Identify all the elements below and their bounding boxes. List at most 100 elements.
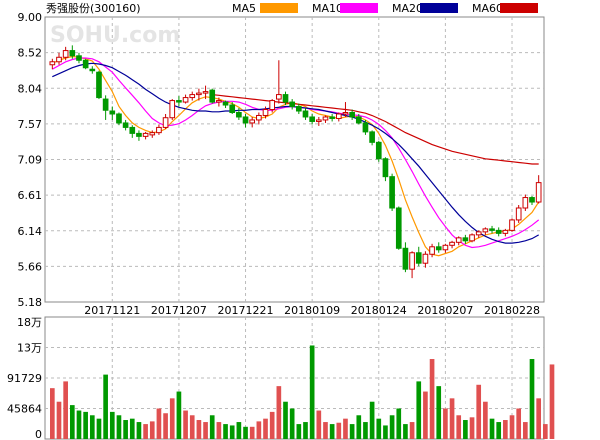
volume-bar [383, 425, 388, 439]
volume-bar [549, 364, 555, 439]
candle-body [382, 158, 389, 178]
sohu-watermark: SOHU.com [50, 23, 180, 48]
volume-bar [423, 391, 428, 439]
volume-bar [209, 415, 215, 439]
candle-body [169, 100, 176, 119]
legend-label-ma10: MA10 [312, 2, 343, 15]
volume-bar [336, 422, 342, 439]
candle [89, 66, 96, 74]
volume-bar [416, 381, 422, 439]
candle-body [422, 253, 429, 264]
candle [469, 233, 475, 243]
candle-body [149, 132, 156, 136]
candle [415, 246, 422, 267]
volume-bar [449, 398, 455, 439]
candle-body [409, 252, 415, 270]
candle-body [202, 91, 209, 94]
volume-bar [149, 421, 155, 439]
volume-bars [49, 345, 555, 439]
volume-bar [369, 401, 375, 439]
candle-body [362, 122, 369, 133]
volume-bar [283, 401, 288, 439]
candle [335, 112, 342, 122]
ma-line-ma5 [52, 55, 540, 257]
candle-body [216, 100, 222, 103]
price-tick-label: 5.66 [18, 260, 43, 273]
volume-bar [289, 408, 295, 439]
price-tick-label: 6.14 [18, 225, 43, 238]
candle [482, 227, 489, 235]
volume-bar [429, 359, 435, 439]
candle [222, 100, 229, 109]
candle [355, 113, 362, 125]
volume-bar [403, 424, 408, 439]
date-axis-labels: 20171121 20171207 20171221 20180109 20180124… [84, 304, 540, 317]
candle [256, 112, 262, 125]
candle-body [102, 98, 109, 111]
candle [189, 91, 196, 101]
candle [529, 196, 535, 206]
candle-body [276, 94, 282, 100]
candle-body [515, 207, 522, 221]
volume-bar [156, 408, 162, 439]
volume-bar [436, 386, 442, 439]
candle [236, 108, 242, 120]
volume-bar [89, 415, 95, 439]
ma-line-ma10 [52, 57, 540, 249]
volume-bar [469, 417, 475, 439]
volume-bar [69, 405, 75, 439]
candle [62, 46, 69, 61]
candle [202, 85, 209, 100]
candle [349, 109, 355, 120]
volume-bar [489, 418, 495, 439]
volume-bar [236, 422, 242, 439]
candle-body [89, 68, 96, 72]
volume-bar [456, 415, 462, 439]
candle-body [529, 197, 535, 203]
candle-body [535, 182, 542, 203]
candle [329, 113, 335, 122]
volume-axis-labels: 18万 13万 91729 45864 0 [7, 316, 42, 440]
candle [96, 70, 102, 100]
candle [429, 243, 435, 258]
volume-bar [343, 418, 348, 439]
price-gridlines [45, 17, 544, 439]
candle [229, 102, 236, 114]
candle-body [355, 116, 362, 124]
candle-body [482, 228, 489, 233]
volume-bar [503, 420, 508, 439]
candle-body [249, 119, 256, 124]
volume-bar [496, 422, 502, 439]
volume-bar [216, 422, 222, 439]
candle [49, 58, 56, 70]
volume-bar [316, 410, 322, 439]
candle [56, 52, 62, 65]
ma-legend: MA5 MA10 MA20 MA60 [232, 2, 538, 15]
candle [455, 236, 462, 246]
volume-bar [189, 415, 195, 439]
volume-bar [516, 408, 522, 439]
price-tick-label: 7.57 [18, 118, 43, 131]
candle-body [429, 246, 435, 255]
candle [242, 113, 249, 128]
volume-bar [542, 424, 548, 439]
candle-body [176, 100, 182, 103]
candle-body [315, 119, 322, 122]
candle-body [342, 111, 349, 115]
legend-label-ma60: MA60 [472, 2, 503, 15]
candle [435, 242, 442, 253]
ma-line-ma20 [52, 62, 539, 244]
legend-label-ma20: MA20 [392, 2, 423, 15]
candle [156, 124, 162, 135]
candle [422, 251, 429, 268]
volume-bar [196, 420, 202, 439]
candle [395, 206, 402, 250]
volume-bar [103, 374, 108, 439]
volume-bar [309, 345, 315, 439]
volume-bar [163, 413, 168, 439]
candle [509, 218, 515, 232]
volume-bar [376, 418, 382, 439]
candle-body [162, 117, 169, 128]
